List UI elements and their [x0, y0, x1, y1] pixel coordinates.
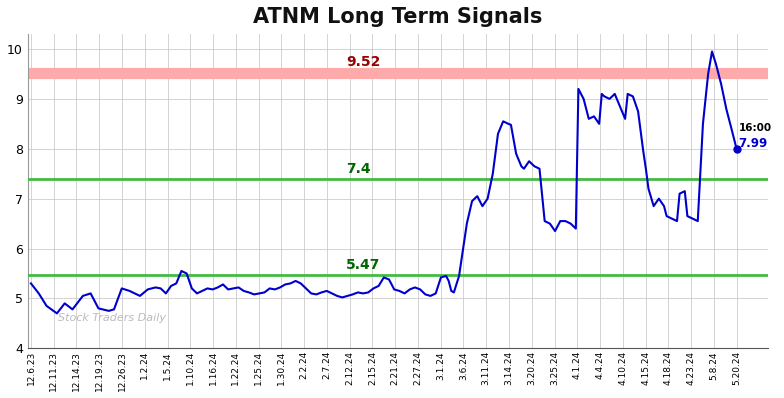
Text: 7.99: 7.99: [739, 137, 768, 150]
Text: 9.52: 9.52: [347, 55, 381, 70]
Title: ATNM Long Term Signals: ATNM Long Term Signals: [253, 7, 543, 27]
Text: 5.47: 5.47: [347, 258, 381, 273]
Text: 7.4: 7.4: [347, 162, 371, 176]
Text: 16:00: 16:00: [739, 123, 772, 133]
Text: Stock Traders Daily: Stock Traders Daily: [58, 313, 166, 323]
